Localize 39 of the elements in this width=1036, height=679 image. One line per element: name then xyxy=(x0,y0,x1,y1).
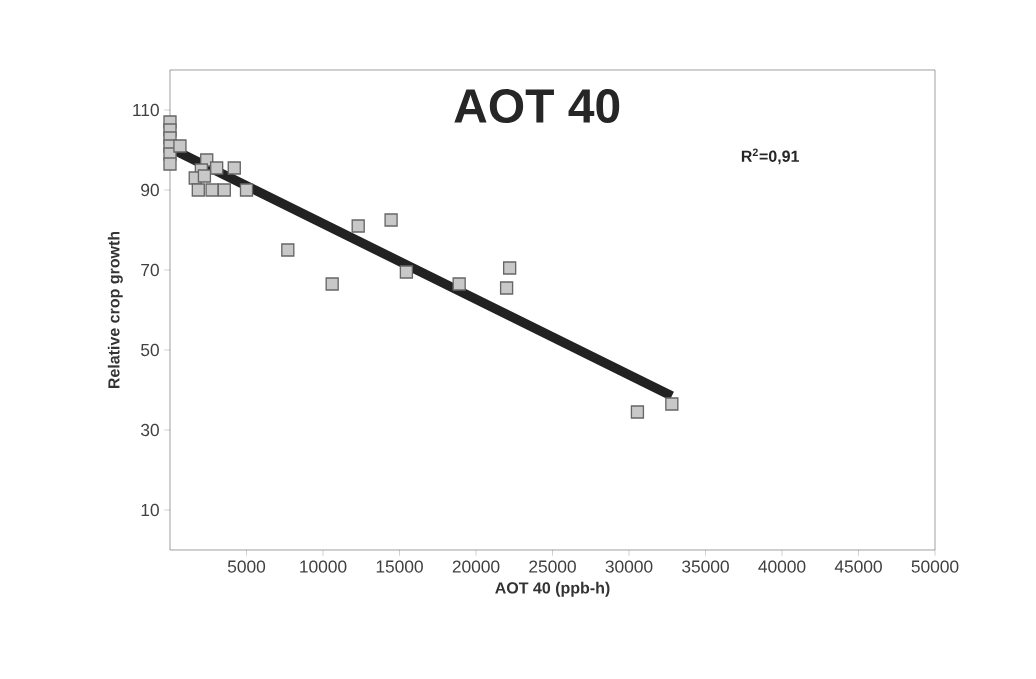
point xyxy=(281,243,295,257)
y-tick-label: 30 xyxy=(140,423,159,437)
x-tick-label: 30000 xyxy=(605,560,653,573)
point xyxy=(191,183,205,197)
x-tick-label: 20000 xyxy=(452,560,500,573)
point xyxy=(210,161,224,175)
y-axis-title: Relative crop growth xyxy=(107,231,123,389)
point xyxy=(163,157,177,171)
point xyxy=(205,183,219,197)
y-tick-label: 70 xyxy=(141,263,159,277)
x-tick-label: 25000 xyxy=(529,560,576,573)
point xyxy=(217,183,231,197)
point xyxy=(325,277,339,291)
y-tick-label: 110 xyxy=(133,103,159,117)
x-tick-label: 10000 xyxy=(300,560,347,573)
point xyxy=(384,213,398,227)
x-tick-label: 15000 xyxy=(376,560,423,573)
y-tick-label: 90 xyxy=(141,183,159,197)
y-tick-label: 50 xyxy=(141,343,159,357)
point xyxy=(197,169,212,183)
point xyxy=(665,397,679,411)
x-tick-label: 45000 xyxy=(834,560,882,573)
point xyxy=(499,281,514,295)
point xyxy=(173,139,187,153)
point xyxy=(239,183,254,197)
x-axis-title: AOT 40 (ppb-h) xyxy=(495,581,610,597)
x-tick-label: 35000 xyxy=(682,560,729,573)
point xyxy=(630,405,645,419)
point xyxy=(227,161,241,175)
point xyxy=(351,219,365,233)
annotation: R$^{2}$=0,91 xyxy=(741,148,799,165)
chart-title: AOT 40 xyxy=(454,89,620,124)
y-tick-label: 10 xyxy=(141,503,159,517)
x-tick-label: 40000 xyxy=(758,560,806,573)
x-tick-label: 50000 xyxy=(911,560,959,573)
point xyxy=(502,261,517,275)
point xyxy=(452,277,466,291)
x-tick-label: 5000 xyxy=(227,560,266,573)
point xyxy=(399,265,414,279)
